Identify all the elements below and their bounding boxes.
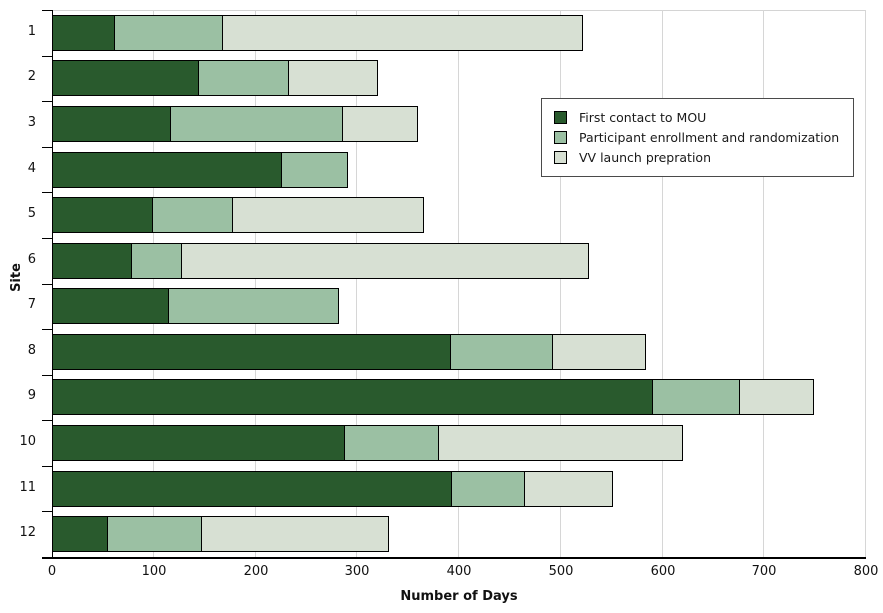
y-tick-4 [42,192,52,193]
gridline-100 [153,10,154,557]
legend-swatch-2 [554,131,567,144]
x-tick-label-100: 100 [141,564,167,579]
y-tick-label-7: 7 [27,297,36,312]
bar-site-8-segment-3 [552,334,646,370]
gridline-600 [662,10,663,557]
bar-site-7-segment-2 [168,288,339,324]
y-tick-6 [42,284,52,285]
bar-site-1-segment-3 [222,15,583,51]
bar-site-9-segment-2 [652,379,740,415]
bar-site-10-segment-3 [438,425,683,461]
y-tick-11 [42,511,52,512]
bar-site-7-segment-1 [52,288,169,324]
y-tick-0 [42,10,52,11]
y-tick-8 [42,375,52,376]
y-tick-label-11: 11 [19,480,36,495]
x-tick-label-600: 600 [650,564,676,579]
bar-site-12-segment-1 [52,516,108,552]
y-tick-label-3: 3 [27,115,36,130]
x-tick-label-0: 0 [47,564,57,579]
y-tick-1 [42,56,52,57]
y-tick-7 [42,329,52,330]
legend-label-1: First contact to MOU [579,110,707,125]
bar-site-4-segment-2 [281,152,348,188]
y-tick-9 [42,420,52,421]
gridline-700 [763,10,764,557]
bar-site-9-segment-3 [739,379,814,415]
legend-label-2: Participant enrollment and randomization [579,130,840,145]
x-tick-label-800: 800 [853,564,879,579]
bar-site-10-segment-1 [52,425,345,461]
x-tick-label-200: 200 [243,564,269,579]
bar-site-5-segment-3 [232,197,424,233]
bar-site-8-segment-1 [52,334,451,370]
bar-site-12-segment-2 [107,516,202,552]
bar-site-6-segment-1 [52,243,132,279]
gridline-200 [255,10,256,557]
bar-site-11-segment-1 [52,471,452,507]
y-tick-3 [42,147,52,148]
x-axis-title: Number of Days [400,589,518,604]
bar-site-3-segment-1 [52,106,171,142]
legend-item-3: VV launch prepration [554,150,839,165]
y-tick-10 [42,466,52,467]
y-tick-label-10: 10 [19,434,36,449]
y-tick-label-4: 4 [27,161,36,176]
bar-site-3-segment-3 [342,106,418,142]
bar-site-2-segment-3 [288,60,378,96]
gridline-300 [356,10,357,557]
y-tick-label-5: 5 [27,206,36,221]
x-axis-line [42,557,866,559]
bar-site-5-segment-1 [52,197,153,233]
y-axis-line [52,10,53,558]
bar-site-10-segment-2 [344,425,439,461]
y-tick-5 [42,238,52,239]
y-tick-label-1: 1 [27,24,36,39]
legend-item-1: First contact to MOU [554,110,839,125]
x-tick-label-700: 700 [751,564,777,579]
x-tick-label-400: 400 [446,564,472,579]
bar-site-6-segment-3 [181,243,589,279]
bar-site-4-segment-1 [52,152,282,188]
y-tick-2 [42,101,52,102]
x-tick-label-300: 300 [344,564,370,579]
bar-site-3-segment-2 [170,106,343,142]
gridline-800 [865,10,866,557]
y-tick-label-2: 2 [27,69,36,84]
y-tick-label-8: 8 [27,343,36,358]
legend-swatch-1 [554,111,567,124]
bar-site-9-segment-1 [52,379,653,415]
legend-item-2: Participant enrollment and randomization [554,130,839,145]
bar-site-2-segment-1 [52,60,199,96]
y-tick-label-9: 9 [27,388,36,403]
plot-top-border [52,10,866,11]
y-tick-label-6: 6 [27,252,36,267]
bar-site-2-segment-2 [198,60,289,96]
bar-site-6-segment-2 [131,243,182,279]
legend: First contact to MOU Participant enrollme… [541,98,855,177]
bar-site-11-segment-2 [451,471,525,507]
y-tick-12 [42,557,52,558]
bar-site-1-segment-2 [114,15,223,51]
gridline-500 [560,10,561,557]
bar-site-1-segment-1 [52,15,115,51]
bar-site-12-segment-3 [201,516,389,552]
x-tick-label-500: 500 [548,564,574,579]
y-tick-label-12: 12 [19,525,36,540]
bar-site-11-segment-3 [524,471,613,507]
bar-site-5-segment-2 [152,197,233,233]
legend-label-3: VV launch prepration [579,150,711,165]
plot-area [52,10,866,557]
gridline-400 [458,10,459,557]
bar-site-8-segment-2 [450,334,553,370]
legend-swatch-3 [554,151,567,164]
y-axis-title: Site [8,263,24,292]
